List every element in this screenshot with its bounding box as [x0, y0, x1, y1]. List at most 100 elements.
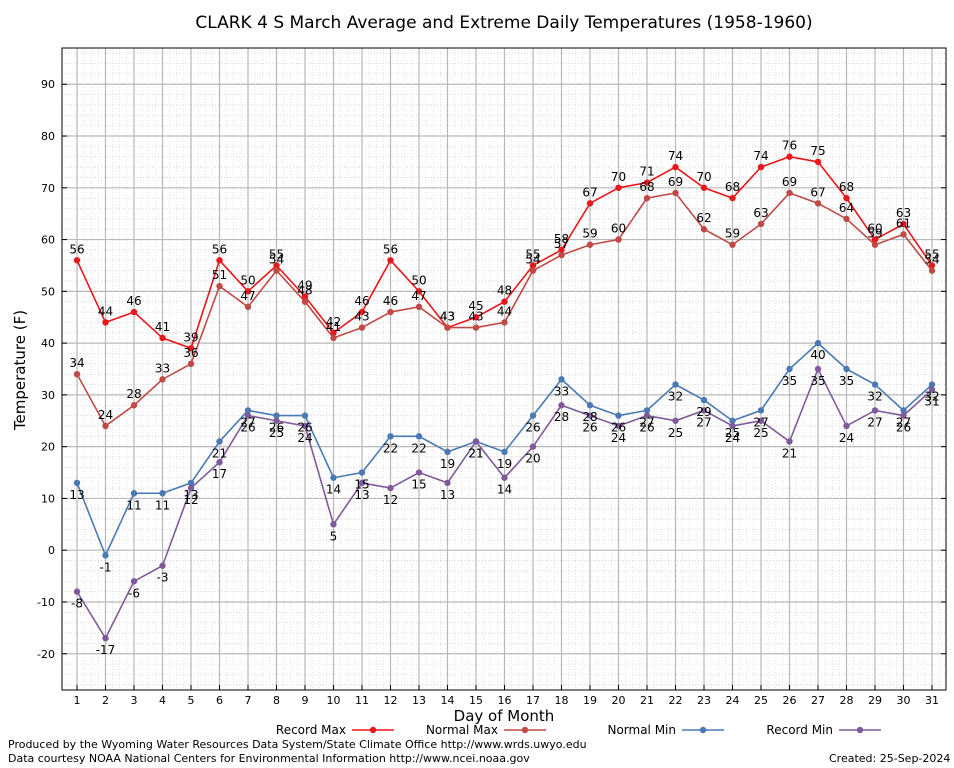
record-max-data-label: 55 [269, 247, 284, 261]
normal-min-data-label: 11 [126, 498, 141, 512]
record-min-point [159, 562, 166, 569]
normal-max-point [615, 236, 622, 243]
y-tick-label: 60 [41, 234, 55, 247]
record-max-point [415, 288, 423, 295]
normal-min-data-label: 21 [212, 446, 227, 460]
record-min-data-label: 20 [525, 452, 540, 466]
record-max-data-label: 67 [582, 185, 597, 199]
normal-min-point [301, 412, 309, 419]
normal-min-point [900, 407, 907, 414]
x-tick-label: 25 [754, 694, 768, 707]
record-max-point [586, 200, 594, 207]
normal-max-point [814, 200, 822, 207]
grid [62, 48, 946, 690]
normal-min-point [216, 438, 223, 445]
record-min-point [843, 422, 850, 430]
normal-min-point [558, 376, 565, 383]
record-max-point [558, 246, 565, 254]
record-min-point [187, 484, 195, 492]
record-min-data-label: 28 [554, 410, 569, 424]
record-max-legend-label: Record Max [276, 723, 346, 737]
normal-max-point [358, 324, 366, 331]
y-tick-label: 80 [41, 130, 55, 143]
normal-max-data-label: 59 [725, 227, 740, 241]
record-min-data-label: 25 [753, 426, 768, 440]
normal-max-point [501, 319, 508, 326]
y-tick-label: 20 [41, 441, 55, 454]
record-max-point [843, 194, 850, 202]
normal-max-data-label: 41 [326, 320, 341, 334]
record-max-point [387, 257, 394, 264]
normal-max-data-label: 69 [668, 175, 683, 189]
record-max-data-label: 43 [440, 310, 455, 324]
record-max-point [187, 345, 195, 352]
record-max-point [757, 163, 765, 171]
normal-max-data-label: 60 [611, 222, 626, 236]
record-min-point [700, 407, 708, 414]
normal-max-data-label: 64 [839, 201, 854, 215]
normal-min-point [358, 469, 366, 476]
record-min-point [216, 458, 223, 466]
normal-min-data-label: 26 [611, 421, 626, 435]
record-min-point [814, 365, 822, 373]
record-min-data-label: 12 [183, 493, 198, 507]
record-min-point [102, 635, 109, 642]
normal-min-point [273, 412, 280, 419]
normal-min-data-label: 19 [440, 457, 455, 471]
record-max-data-label: 56 [383, 242, 398, 256]
normal-min-data-label: 14 [326, 483, 341, 497]
record-min-data-label: -6 [128, 586, 140, 600]
normal-max-data-label: 43 [354, 310, 369, 324]
record-max-data-label: 46 [354, 294, 369, 308]
record-min-data-label: 15 [411, 478, 426, 492]
legend: Record Max Normal Max Normal Min Record Min [276, 723, 881, 737]
normal-max-point [216, 282, 223, 290]
normal-max-data-label: 54 [525, 253, 540, 267]
record-min-data-label: 12 [383, 493, 398, 507]
record-max-point [301, 293, 309, 300]
created-date: Created: 25-Sep-2024 [829, 752, 951, 765]
normal-max-data-label: 28 [126, 387, 141, 401]
record-min-point [330, 521, 337, 528]
record-min-point [444, 479, 451, 487]
record-min-data-label: 24 [611, 431, 626, 445]
normal-min-point [387, 433, 394, 440]
normal-min-data-label: 26 [525, 421, 540, 435]
y-tick-label: 40 [41, 337, 55, 350]
x-tick-label: 12 [384, 694, 398, 707]
x-tick-label: 9 [302, 694, 309, 707]
record-max-data-label: 76 [782, 139, 797, 153]
record-min-data-label: 17 [212, 467, 227, 481]
record-max-data-label: 75 [810, 144, 825, 158]
normal-max-point [843, 215, 850, 223]
y-axis-label: Temperature (F) [11, 310, 29, 431]
producer-credit: Produced by the Wyoming Water Resources … [8, 738, 587, 751]
record-min-point [871, 407, 879, 414]
record-min-data-label: 26 [639, 421, 654, 435]
record-max-data-label: 42 [326, 315, 341, 329]
record-max-data-label: 74 [753, 149, 768, 163]
normal-min-point [130, 490, 138, 497]
record-max-point [130, 308, 138, 316]
normal-min-data-label: 25 [725, 426, 740, 440]
record-max-data-label: 55 [924, 247, 939, 261]
record-min-point [672, 417, 679, 424]
record-min-legend-marker [856, 726, 864, 734]
normal-min-data-label: 21 [468, 446, 483, 460]
record-max-data-label: 74 [668, 149, 683, 163]
x-tick-label: 10 [327, 694, 341, 707]
normal-max-data-label: 33 [155, 361, 170, 375]
record-min-point [615, 422, 622, 430]
record-min-point [358, 479, 366, 487]
record-min-data-label: 13 [354, 488, 369, 502]
record-max-data-label: 56 [212, 242, 227, 256]
x-tick-label: 6 [216, 694, 223, 707]
record-min-point [472, 438, 480, 445]
x-tick-label: 16 [498, 694, 512, 707]
record-min-point [643, 412, 651, 419]
record-min-point [586, 412, 594, 419]
record-max-data-label: 68 [725, 180, 740, 194]
record-max-point [672, 163, 679, 171]
normal-min-point [330, 474, 337, 481]
normal-min-point [643, 407, 651, 414]
